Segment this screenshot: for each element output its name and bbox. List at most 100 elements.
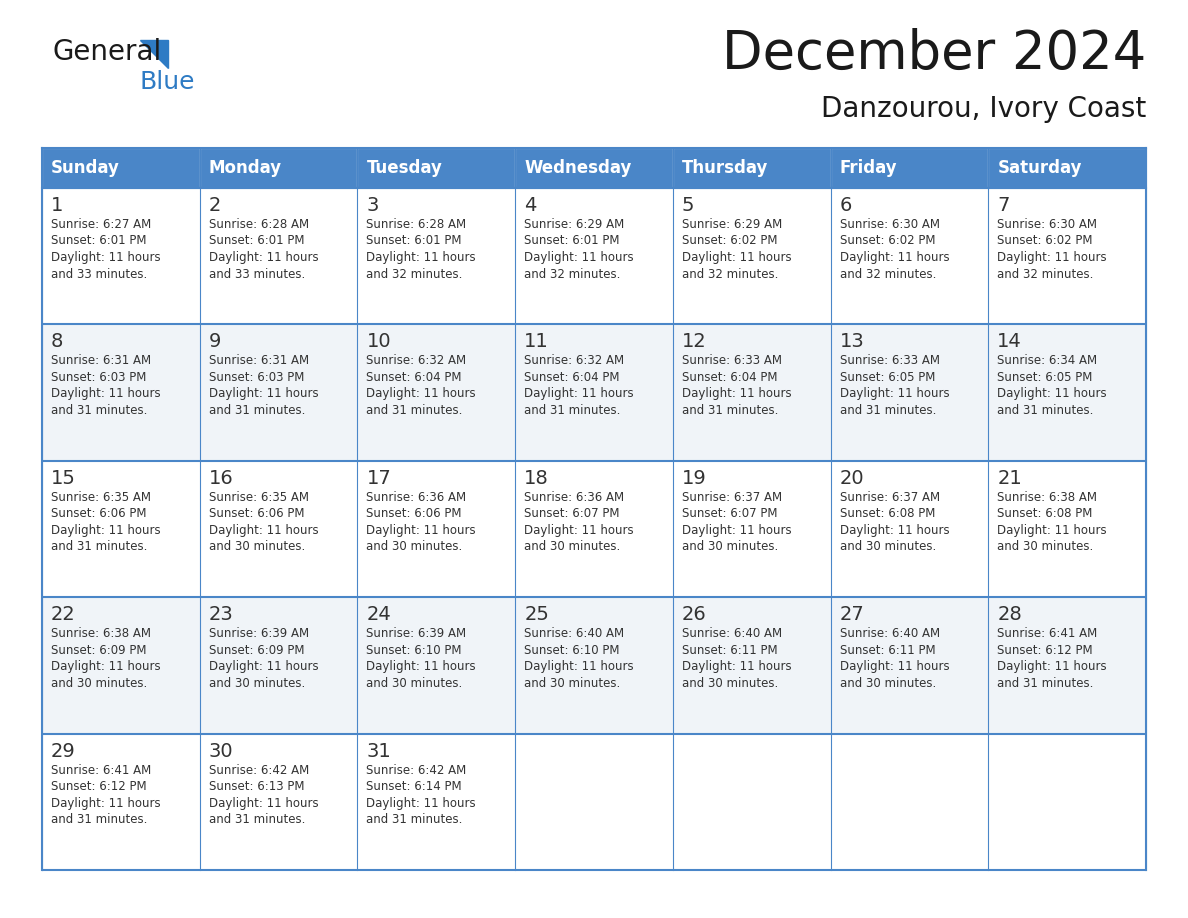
Text: and 30 minutes.: and 30 minutes. [682, 541, 778, 554]
Text: Sunrise: 6:38 AM: Sunrise: 6:38 AM [51, 627, 151, 640]
Text: Sunset: 6:02 PM: Sunset: 6:02 PM [682, 234, 777, 248]
Bar [672, 148, 830, 188]
Text: Sunset: 6:14 PM: Sunset: 6:14 PM [366, 780, 462, 793]
Text: December 2024: December 2024 [722, 28, 1146, 80]
Text: 15: 15 [51, 469, 76, 487]
Bar [358, 461, 516, 598]
Text: 22: 22 [51, 605, 76, 624]
Text: Sunset: 6:01 PM: Sunset: 6:01 PM [209, 234, 304, 248]
Text: 20: 20 [840, 469, 864, 487]
Text: Daylight: 11 hours: Daylight: 11 hours [51, 251, 160, 264]
Text: and 32 minutes.: and 32 minutes. [997, 267, 1094, 281]
Text: General: General [52, 38, 162, 66]
Text: 30: 30 [209, 742, 233, 761]
Text: Daylight: 11 hours: Daylight: 11 hours [209, 524, 318, 537]
Text: Sunrise: 6:35 AM: Sunrise: 6:35 AM [209, 491, 309, 504]
Text: 18: 18 [524, 469, 549, 487]
Text: Sunrise: 6:37 AM: Sunrise: 6:37 AM [840, 491, 940, 504]
Text: Sunrise: 6:36 AM: Sunrise: 6:36 AM [524, 491, 624, 504]
Text: Sunrise: 6:42 AM: Sunrise: 6:42 AM [366, 764, 467, 777]
Text: Daylight: 11 hours: Daylight: 11 hours [997, 251, 1107, 264]
Text: 12: 12 [682, 332, 707, 352]
Text: and 31 minutes.: and 31 minutes. [209, 404, 305, 417]
Text: 27: 27 [840, 605, 865, 624]
Text: Daylight: 11 hours: Daylight: 11 hours [524, 387, 633, 400]
Bar [358, 733, 516, 870]
Text: 3: 3 [366, 196, 379, 215]
Text: Daylight: 11 hours: Daylight: 11 hours [840, 524, 949, 537]
Text: Daylight: 11 hours: Daylight: 11 hours [524, 660, 633, 673]
Text: 9: 9 [209, 332, 221, 352]
Text: Daylight: 11 hours: Daylight: 11 hours [209, 797, 318, 810]
Text: Sunrise: 6:41 AM: Sunrise: 6:41 AM [51, 764, 151, 777]
Text: and 30 minutes.: and 30 minutes. [366, 677, 462, 689]
Bar [830, 733, 988, 870]
Bar [42, 148, 200, 188]
Text: Sunset: 6:09 PM: Sunset: 6:09 PM [209, 644, 304, 656]
Text: and 31 minutes.: and 31 minutes. [51, 813, 147, 826]
Bar [672, 324, 830, 461]
Text: Blue: Blue [140, 70, 196, 94]
Text: Daylight: 11 hours: Daylight: 11 hours [366, 797, 476, 810]
Text: Daylight: 11 hours: Daylight: 11 hours [682, 251, 791, 264]
Text: Monday: Monday [209, 159, 282, 177]
Text: Sunset: 6:04 PM: Sunset: 6:04 PM [366, 371, 462, 384]
Text: Sunset: 6:02 PM: Sunset: 6:02 PM [840, 234, 935, 248]
Bar [358, 324, 516, 461]
Text: Sunset: 6:13 PM: Sunset: 6:13 PM [209, 780, 304, 793]
Text: 7: 7 [997, 196, 1010, 215]
Text: Sunrise: 6:40 AM: Sunrise: 6:40 AM [524, 627, 624, 640]
Text: Sunset: 6:07 PM: Sunset: 6:07 PM [524, 508, 620, 521]
Text: Sunset: 6:11 PM: Sunset: 6:11 PM [682, 644, 777, 656]
Text: Thursday: Thursday [682, 159, 769, 177]
Text: Saturday: Saturday [997, 159, 1082, 177]
Bar [516, 461, 672, 598]
Text: Sunrise: 6:32 AM: Sunrise: 6:32 AM [366, 354, 467, 367]
Text: 24: 24 [366, 605, 391, 624]
Text: Daylight: 11 hours: Daylight: 11 hours [366, 660, 476, 673]
Text: and 31 minutes.: and 31 minutes. [366, 813, 463, 826]
Text: Sunday: Sunday [51, 159, 120, 177]
Text: and 31 minutes.: and 31 minutes. [997, 677, 1094, 689]
Text: Sunset: 6:01 PM: Sunset: 6:01 PM [51, 234, 146, 248]
Text: and 32 minutes.: and 32 minutes. [524, 267, 620, 281]
Text: and 32 minutes.: and 32 minutes. [682, 267, 778, 281]
Text: and 30 minutes.: and 30 minutes. [682, 677, 778, 689]
Text: Sunrise: 6:29 AM: Sunrise: 6:29 AM [524, 218, 625, 231]
Text: Sunrise: 6:38 AM: Sunrise: 6:38 AM [997, 491, 1098, 504]
Text: and 30 minutes.: and 30 minutes. [840, 541, 936, 554]
Text: Daylight: 11 hours: Daylight: 11 hours [51, 387, 160, 400]
Text: and 30 minutes.: and 30 minutes. [209, 541, 305, 554]
Bar [200, 598, 358, 733]
Text: Daylight: 11 hours: Daylight: 11 hours [840, 387, 949, 400]
Text: Sunset: 6:04 PM: Sunset: 6:04 PM [524, 371, 620, 384]
Text: Sunrise: 6:37 AM: Sunrise: 6:37 AM [682, 491, 782, 504]
Text: Daylight: 11 hours: Daylight: 11 hours [51, 797, 160, 810]
Text: Sunrise: 6:34 AM: Sunrise: 6:34 AM [997, 354, 1098, 367]
Text: and 31 minutes.: and 31 minutes. [997, 404, 1094, 417]
Text: Sunrise: 6:35 AM: Sunrise: 6:35 AM [51, 491, 151, 504]
Text: Daylight: 11 hours: Daylight: 11 hours [366, 251, 476, 264]
Text: and 31 minutes.: and 31 minutes. [51, 541, 147, 554]
Bar [200, 188, 358, 324]
Text: 10: 10 [366, 332, 391, 352]
Text: Sunrise: 6:42 AM: Sunrise: 6:42 AM [209, 764, 309, 777]
Bar [672, 733, 830, 870]
Text: 4: 4 [524, 196, 537, 215]
Text: 23: 23 [209, 605, 234, 624]
Text: Sunset: 6:06 PM: Sunset: 6:06 PM [366, 508, 462, 521]
Bar [988, 148, 1146, 188]
Text: Sunset: 6:08 PM: Sunset: 6:08 PM [997, 508, 1093, 521]
Text: Tuesday: Tuesday [366, 159, 442, 177]
Text: Daylight: 11 hours: Daylight: 11 hours [997, 660, 1107, 673]
Text: Sunset: 6:04 PM: Sunset: 6:04 PM [682, 371, 777, 384]
Text: Sunset: 6:12 PM: Sunset: 6:12 PM [997, 644, 1093, 656]
Text: and 30 minutes.: and 30 minutes. [524, 677, 620, 689]
Text: and 33 minutes.: and 33 minutes. [209, 267, 305, 281]
Text: Sunset: 6:10 PM: Sunset: 6:10 PM [366, 644, 462, 656]
Text: 31: 31 [366, 742, 391, 761]
Bar [672, 461, 830, 598]
Text: Daylight: 11 hours: Daylight: 11 hours [209, 660, 318, 673]
Text: Daylight: 11 hours: Daylight: 11 hours [997, 387, 1107, 400]
Bar [830, 324, 988, 461]
